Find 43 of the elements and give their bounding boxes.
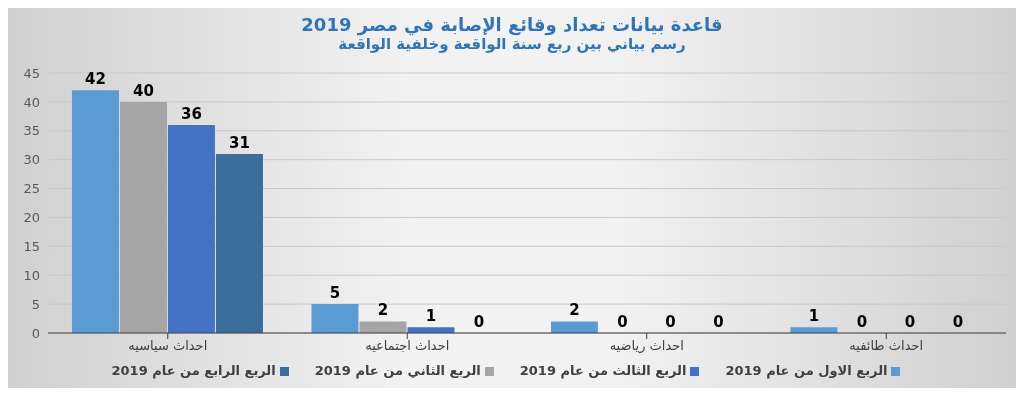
bar — [167, 125, 215, 333]
y-tick-label: 30 — [23, 152, 40, 168]
data-label: 40 — [133, 81, 154, 100]
x-tick-label: احداث طائفيه — [849, 338, 924, 354]
y-tick-label: 25 — [23, 181, 40, 197]
legend-label: الربع الثالث من عام 2019 — [519, 363, 687, 378]
bar — [119, 101, 167, 333]
data-label: 0 — [904, 312, 916, 331]
data-label: 2 — [377, 301, 389, 320]
data-label: 0 — [665, 312, 676, 331]
data-label: 31 — [229, 133, 250, 152]
legend-label: الربع الرابع من عام 2019 — [111, 363, 276, 378]
legend-label: الربع الاول من عام 2019 — [725, 363, 888, 378]
x-tick-label: احداث اجتماعيه — [365, 338, 450, 354]
y-tick-label: 15 — [23, 238, 40, 254]
data-label: 1 — [425, 307, 437, 326]
y-tick-label: 40 — [23, 94, 40, 110]
bar — [311, 304, 359, 333]
data-label: 0 — [713, 312, 724, 331]
x-tick-label: احداث سياسيه — [128, 338, 208, 354]
bar — [215, 153, 263, 333]
chart-title: قاعدة بيانات تعداد وقائع الإصابة في مصر 2019 — [300, 14, 724, 35]
data-label: 2 — [569, 301, 580, 320]
y-tick-label: 10 — [23, 267, 40, 283]
y-tick-label: 20 — [23, 210, 40, 226]
data-label: 0 — [952, 312, 964, 331]
y-tick-label: 5 — [31, 296, 40, 312]
y-tick-label: 45 — [23, 65, 40, 81]
y-tick-label: 0 — [31, 325, 40, 341]
bar — [550, 321, 598, 333]
data-label: 5 — [329, 284, 341, 303]
data-label: 1 — [808, 307, 820, 326]
legend-label: الربع الثاني من عام 2019 — [314, 363, 481, 378]
data-label: 36 — [181, 105, 202, 123]
y-tick-label: 35 — [23, 123, 40, 139]
data-label: 0 — [473, 312, 485, 331]
chart-subtitle: رسم بياني بين ربع سنة الواقعة وخلفية الواقعة — [337, 35, 687, 53]
data-label: 0 — [856, 312, 868, 331]
x-tick-label: احداث رياضيه — [609, 338, 684, 355]
bar — [71, 90, 119, 333]
data-label: 42 — [85, 70, 106, 89]
data-label: 0 — [617, 312, 628, 331]
bar — [359, 321, 407, 333]
